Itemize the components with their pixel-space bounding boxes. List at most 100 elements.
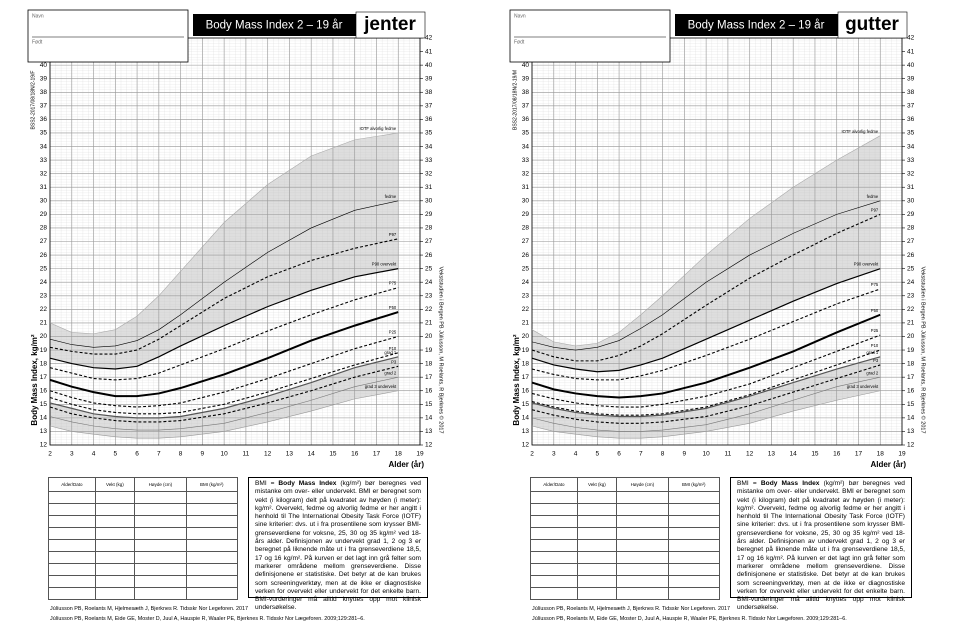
curve-label: P75 [871,282,879,287]
table-cell [185,575,239,588]
bmi-chart: 2 3 4 5 6 7 8 9 10 11 12 13 14 15 16 17 18 19121314151617… [27,9,445,469]
table-row [48,515,239,528]
table-cell [134,575,187,588]
x-axis-label: Alder (år) [388,460,424,469]
table-cell [185,539,239,552]
x-tick-label: 14 [790,451,798,458]
y-tick-label: 37 [522,103,530,110]
table-cell [576,491,618,504]
y2-tick-label: 36 [425,116,433,123]
table-cell [667,539,721,552]
percentile-curve [531,313,881,399]
y2-tick-label: 33 [425,157,433,164]
y-tick-label: 18 [522,360,530,367]
y2-tick-label: 17 [907,374,915,381]
curve-label: P25 [389,330,397,335]
y-tick-label: 17 [522,374,530,381]
y-axis-label: Body Mass Index, kg/m² [30,334,39,425]
y2-tick-label: 21 [425,320,433,327]
reference: Júlíusson PB, Roelants M, Eide GE, Moste… [50,616,365,622]
y-tick-label: 14 [40,415,48,422]
y2-tick-label: 34 [425,143,433,150]
y2-tick-label: 36 [907,116,915,123]
y2-tick-label: 38 [907,89,915,96]
table-cell [48,503,96,516]
curve-label: grad 1 [384,350,397,355]
table-cell [185,587,239,600]
x-tick-label: 3 [70,451,74,458]
subtitle-box [837,11,908,39]
percentile-curve [49,238,399,355]
curve-label: P50 [871,308,879,313]
table-cell [667,503,721,516]
y2-tick-label: 19 [907,347,915,354]
curve-label: P97 [871,207,879,212]
plot-border [49,37,421,446]
percentile-curve [49,200,399,348]
y2-tick-label: 31 [907,184,915,191]
x-tick-label: 7 [157,451,161,458]
side-credit: Vekststudien i Bergen PB Júlíusson, M Ro… [438,266,445,433]
y2-tick-label: 30 [425,198,433,205]
y2-tick-label: 25 [907,265,915,272]
y2-tick-label: 25 [425,265,433,272]
x-axis-label: Alder (år) [870,460,906,469]
info-text: BMI = Body Mass Index (kg/m²) bør beregn… [730,477,912,611]
table-cell [48,515,96,528]
percentile-curve [49,311,399,398]
table-cell [530,527,578,540]
x-tick-label: 2 [530,451,534,458]
reference: Júlíusson PB, Roelants M, Hjelmesæth J, … [532,606,731,612]
y-tick-label: 28 [40,225,48,232]
y2-tick-label: 17 [425,374,433,381]
column-header: Vekt (kg) [94,477,136,492]
reference: Júlíusson PB, Roelants M, Hjelmesæth J, … [50,606,249,612]
y-tick-label: 34 [40,143,48,150]
y-tick-label: 31 [522,184,530,191]
info-bold: Body Mass Index [278,480,337,487]
percentile-curve [531,334,881,408]
y2-tick-label: 27 [907,238,915,245]
percentile-curve [531,364,881,424]
y2-tick-label: 42 [907,35,915,42]
table-row [530,575,721,588]
y2-tick-label: 35 [907,130,915,137]
info-body: (kg/m²) bør beregnes ved mistanke om ove… [737,480,905,612]
table-cell [576,587,618,600]
bmi-chart: 2 3 4 5 6 7 8 9 10 11 12 13 14 15 16 17 18 19121314151617… [509,9,927,469]
y-tick-label: 30 [40,198,48,205]
name-box [509,9,671,63]
column-header: BMI (kg/m²) [667,477,721,492]
x-tick-label: 11 [243,451,250,458]
table-row [530,491,721,504]
table-cell [48,587,96,600]
y2-tick-label: 20 [907,333,915,340]
y-tick-label: 26 [40,252,48,259]
y2-tick-label: 13 [907,428,915,435]
y2-tick-label: 32 [907,170,915,177]
table-row [48,563,239,576]
table-cell [134,503,187,516]
x-tick-label: 14 [308,451,316,458]
info-text: BMI = Body Mass Index (kg/m²) bør beregn… [248,477,428,611]
table-row [48,587,239,600]
table-cell [530,491,578,504]
side-credit: Vekststudien i Bergen PB Júlíusson, M Ro… [920,266,927,433]
y-tick-label: 37 [40,103,48,110]
y-tick-label: 27 [40,238,48,245]
name-label: Navn [32,13,44,19]
percentile-curve [531,213,881,362]
column-header: Høyde (cm) [134,477,187,492]
table-cell [667,551,721,564]
table-cell [48,563,96,576]
y-tick-label: 12 [40,442,48,449]
x-tick-label: 8 [661,451,665,458]
y2-tick-label: 26 [425,252,433,259]
y-tick-label: 16 [522,387,530,394]
column-header: Alder/Dato [530,477,578,492]
record-table: Alder/Dato Vekt (kg) Høyde (cm) BMI (kg/m²) [48,477,239,600]
chart-subtitle: jenter [363,14,416,35]
y-tick-label: 38 [40,89,48,96]
x-tick-label: 10 [703,451,711,458]
y2-tick-label: 15 [425,401,433,408]
